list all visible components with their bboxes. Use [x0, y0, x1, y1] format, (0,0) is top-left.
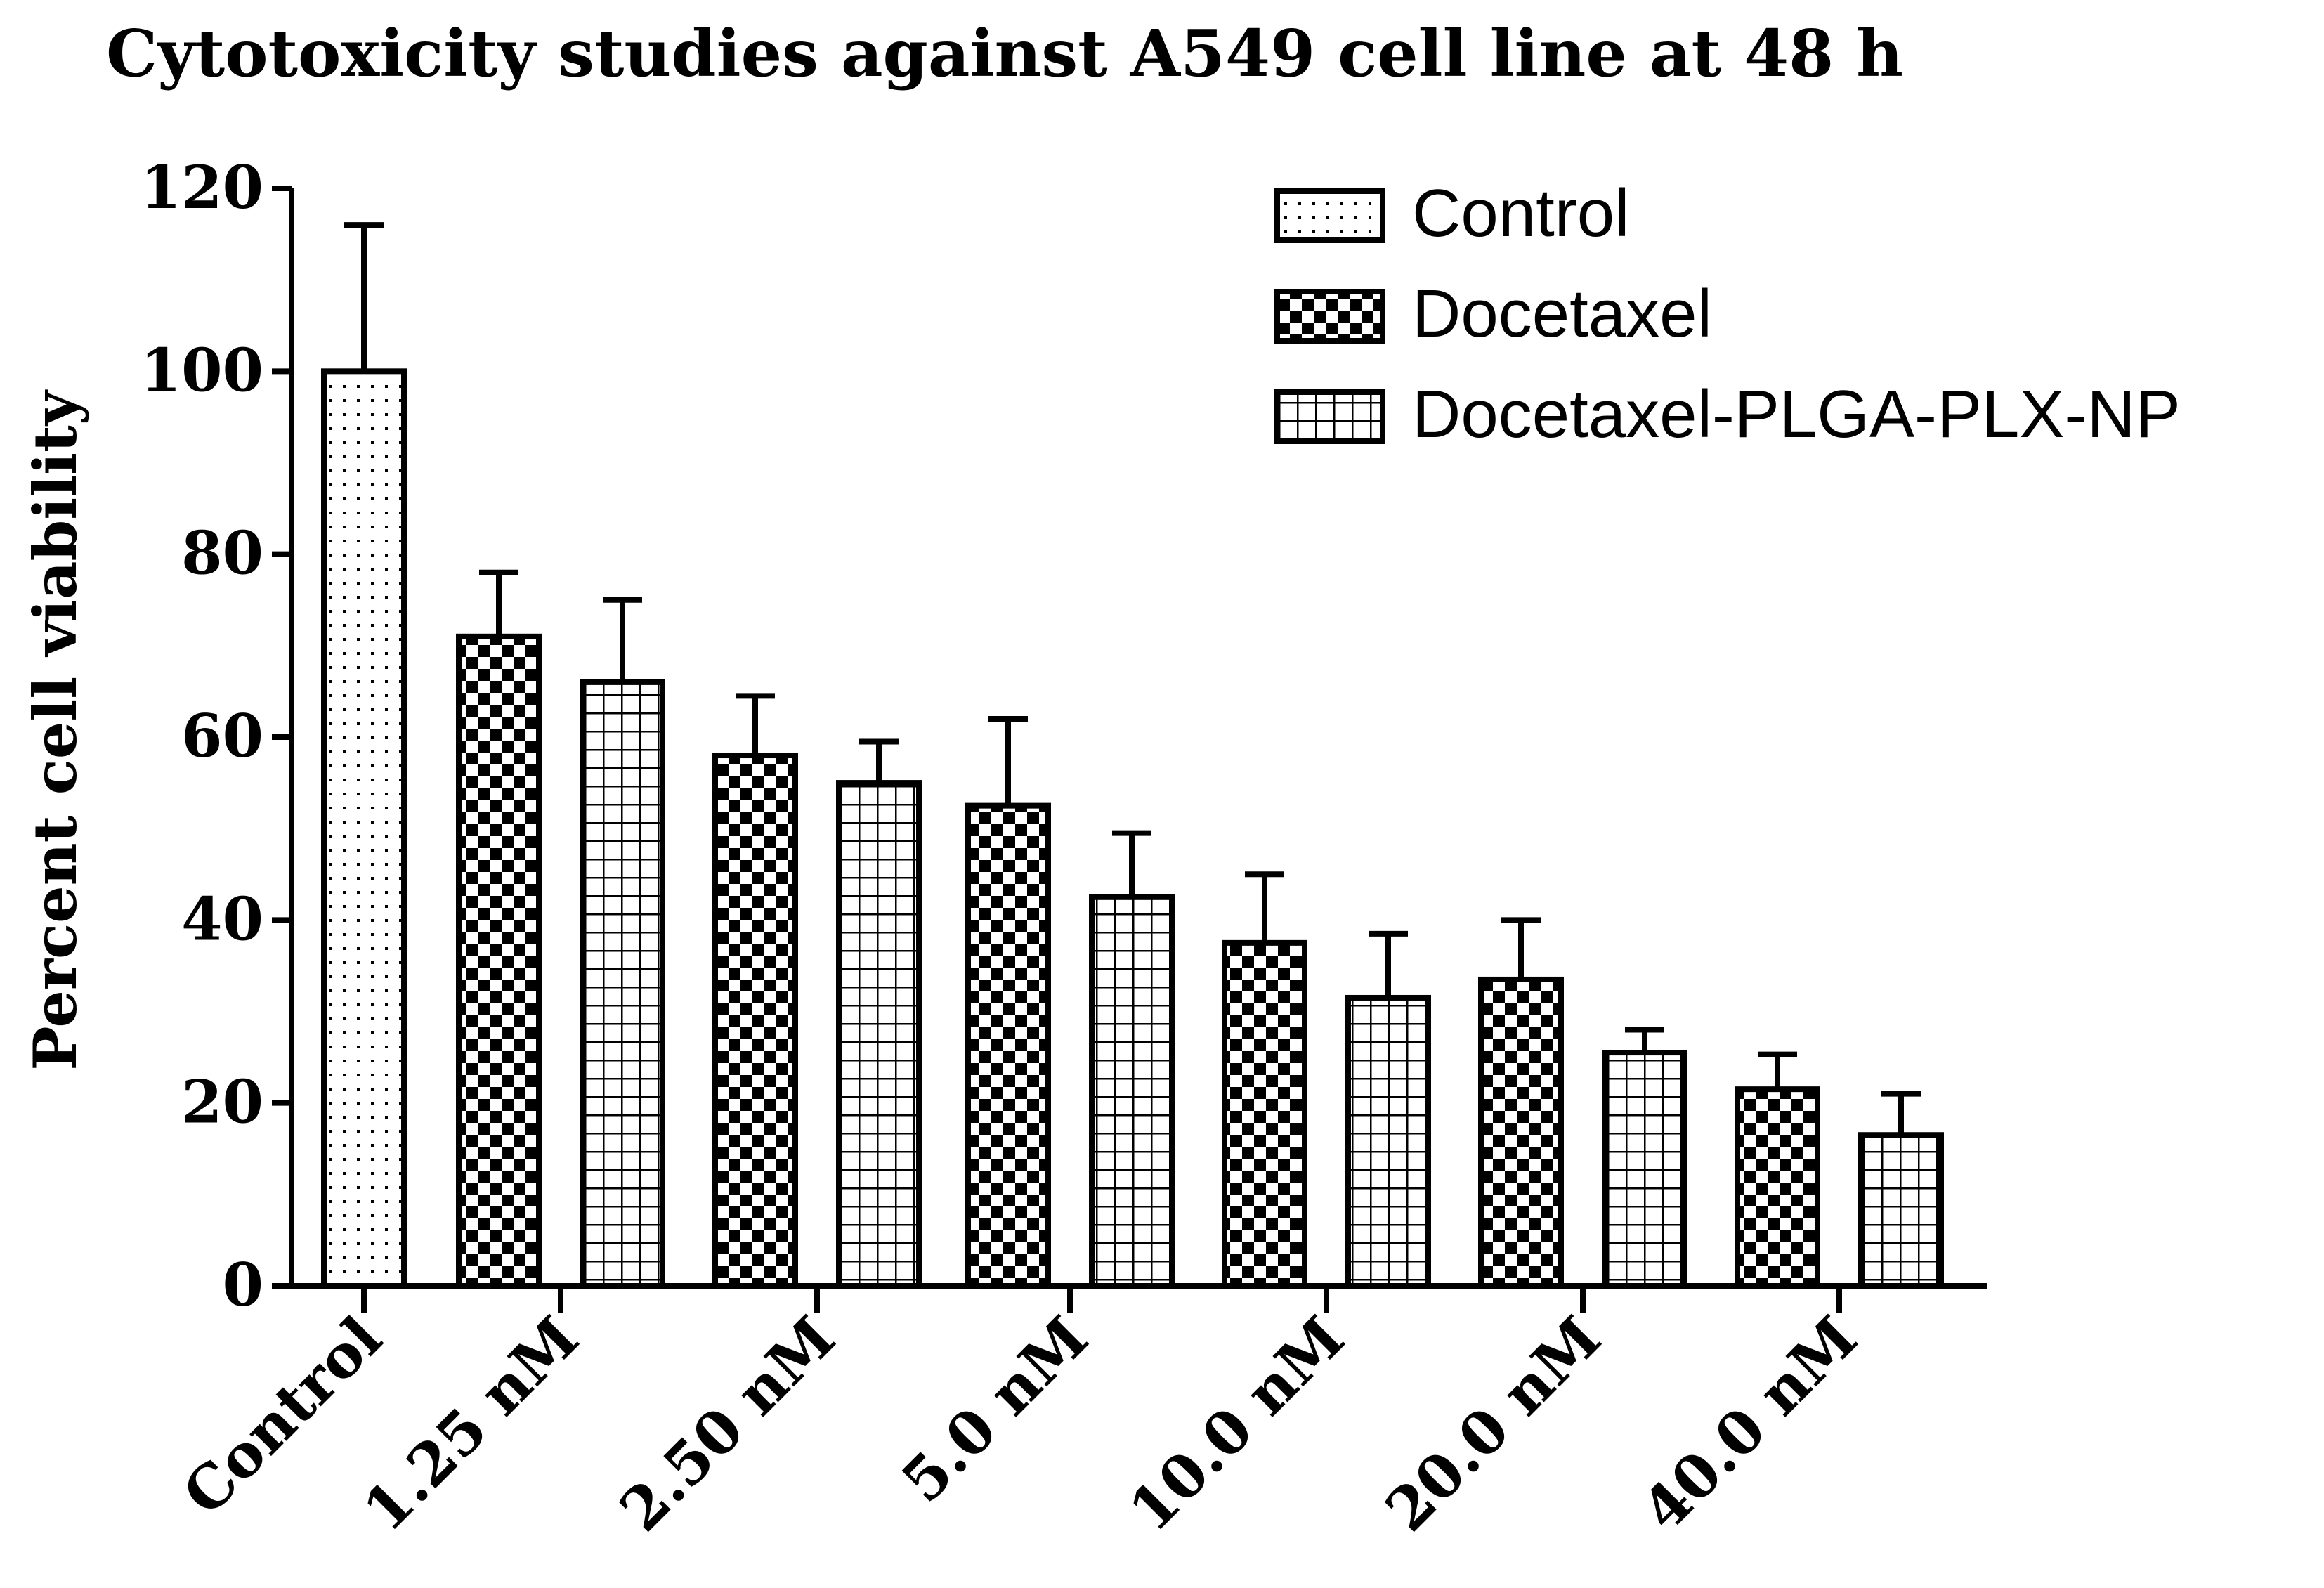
y-tick-label: 120 [141, 152, 263, 222]
x-tick-label: 40.0 nM [1628, 1303, 1870, 1544]
bar [580, 679, 665, 1289]
legend-label: Control [1412, 176, 1629, 251]
bar [712, 753, 798, 1289]
bar [456, 633, 542, 1289]
legend-swatch [1274, 289, 1385, 344]
chart-title: Cytotoxicity studies against A549 cell l… [106, 15, 1903, 91]
bar [1602, 1050, 1687, 1289]
bar [1478, 976, 1564, 1289]
bar [1345, 994, 1431, 1289]
y-tick-label: 20 [181, 1067, 263, 1137]
y-tick-label: 60 [181, 701, 263, 771]
legend-label: Docetaxel [1412, 276, 1712, 351]
x-tick-label: 10.0 nM [1116, 1303, 1357, 1544]
y-axis-label: Percent cell viability [20, 389, 90, 1070]
bar [965, 802, 1051, 1289]
y-tick-label: 80 [181, 519, 263, 588]
bar [1222, 939, 1307, 1289]
x-tick-label: 2.50 nM [606, 1303, 848, 1544]
bar [1858, 1132, 1944, 1289]
x-tick-label: 1.25 nM [350, 1303, 592, 1544]
x-tick-label: 5.0 nM [888, 1303, 1101, 1516]
y-tick-label: 0 [223, 1250, 263, 1320]
legend-swatch [1274, 188, 1385, 243]
bar [321, 368, 407, 1289]
bars [321, 222, 1944, 1289]
legend-swatch [1274, 389, 1385, 444]
bar [836, 780, 922, 1289]
axes: 0 20 40 60 80 100 120 Control 1.25 nM 2.50 nM 5.0 … [141, 152, 1987, 1544]
legend-label: Docetaxel-PLGA-PLX-NP [1412, 377, 2181, 452]
legend: Control Docetaxel Docetaxel-PLGA-PLX-NP [1274, 176, 2181, 452]
bar [1735, 1086, 1820, 1289]
bar [1089, 894, 1175, 1289]
y-tick-label: 100 [141, 335, 263, 405]
x-tick-label: 20.0 nM [1372, 1303, 1614, 1544]
y-tick-label: 40 [181, 884, 263, 954]
